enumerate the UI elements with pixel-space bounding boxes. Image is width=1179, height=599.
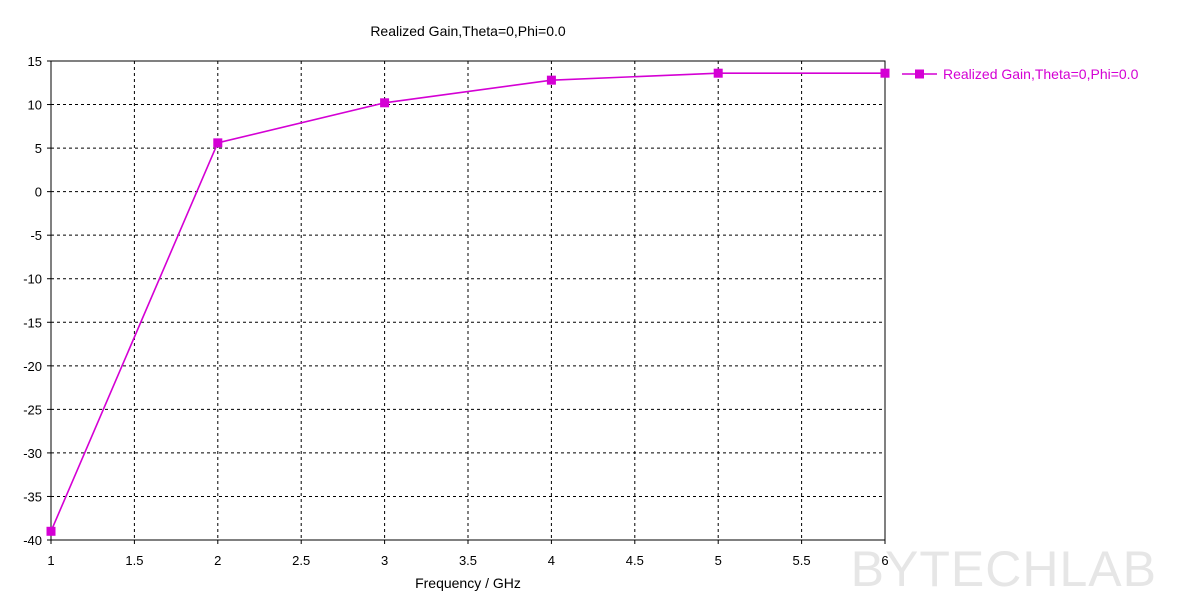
series-layer bbox=[46, 68, 890, 536]
y-tick-label: -30 bbox=[23, 446, 42, 461]
x-tick-label: 4 bbox=[548, 553, 555, 568]
chart-title: Realized Gain,Theta=0,Phi=0.0 bbox=[370, 23, 566, 39]
x-tick-label: 3 bbox=[381, 553, 388, 568]
x-tick-label: 5 bbox=[715, 553, 722, 568]
x-tick-label: 1.5 bbox=[125, 553, 143, 568]
x-axis-ticks: 1 1.5 2 2.5 3 3.5 4 4.5 5 5.5 6 bbox=[47, 540, 889, 568]
series-line bbox=[50, 72, 885, 532]
data-point-marker bbox=[46, 526, 56, 536]
data-point-marker bbox=[380, 98, 390, 108]
y-tick-label: -20 bbox=[23, 359, 42, 374]
data-point-marker bbox=[546, 75, 556, 85]
y-tick-label: -5 bbox=[30, 228, 42, 243]
legend-marker bbox=[915, 69, 924, 79]
y-tick-label: -35 bbox=[23, 489, 42, 504]
data-point-marker bbox=[213, 138, 223, 148]
data-point-marker bbox=[713, 68, 723, 78]
y-tick-label: 0 bbox=[35, 185, 42, 200]
grid-lines bbox=[51, 61, 885, 540]
y-tick-label: 10 bbox=[28, 98, 42, 113]
x-tick-label: 5.5 bbox=[793, 553, 811, 568]
x-tick-label: 2.5 bbox=[292, 553, 310, 568]
legend[interactable]: Realized Gain,Theta=0,Phi=0.0 bbox=[902, 66, 1139, 82]
y-axis-ticks: 15 10 5 0 -5 -10 -15 -20 -25 -30 -35 -40 bbox=[23, 54, 51, 548]
legend-label: Realized Gain,Theta=0,Phi=0.0 bbox=[943, 66, 1139, 82]
x-axis-label: Frequency / GHz bbox=[415, 575, 521, 591]
y-tick-label: -15 bbox=[23, 315, 42, 330]
plot-frame bbox=[50, 60, 886, 541]
y-tick-label: -25 bbox=[23, 402, 42, 417]
x-tick-label: 1 bbox=[47, 553, 54, 568]
y-tick-label: 5 bbox=[35, 141, 42, 156]
watermark: BYTECHLAB bbox=[851, 541, 1157, 597]
y-tick-label: -40 bbox=[23, 533, 42, 548]
data-point-marker bbox=[880, 68, 890, 78]
x-tick-label: 3.5 bbox=[459, 553, 477, 568]
y-tick-label: -10 bbox=[23, 272, 42, 287]
x-tick-label: 6 bbox=[881, 553, 888, 568]
x-tick-label: 2 bbox=[214, 553, 221, 568]
y-tick-label: 15 bbox=[28, 54, 42, 69]
x-tick-label: 4.5 bbox=[626, 553, 644, 568]
